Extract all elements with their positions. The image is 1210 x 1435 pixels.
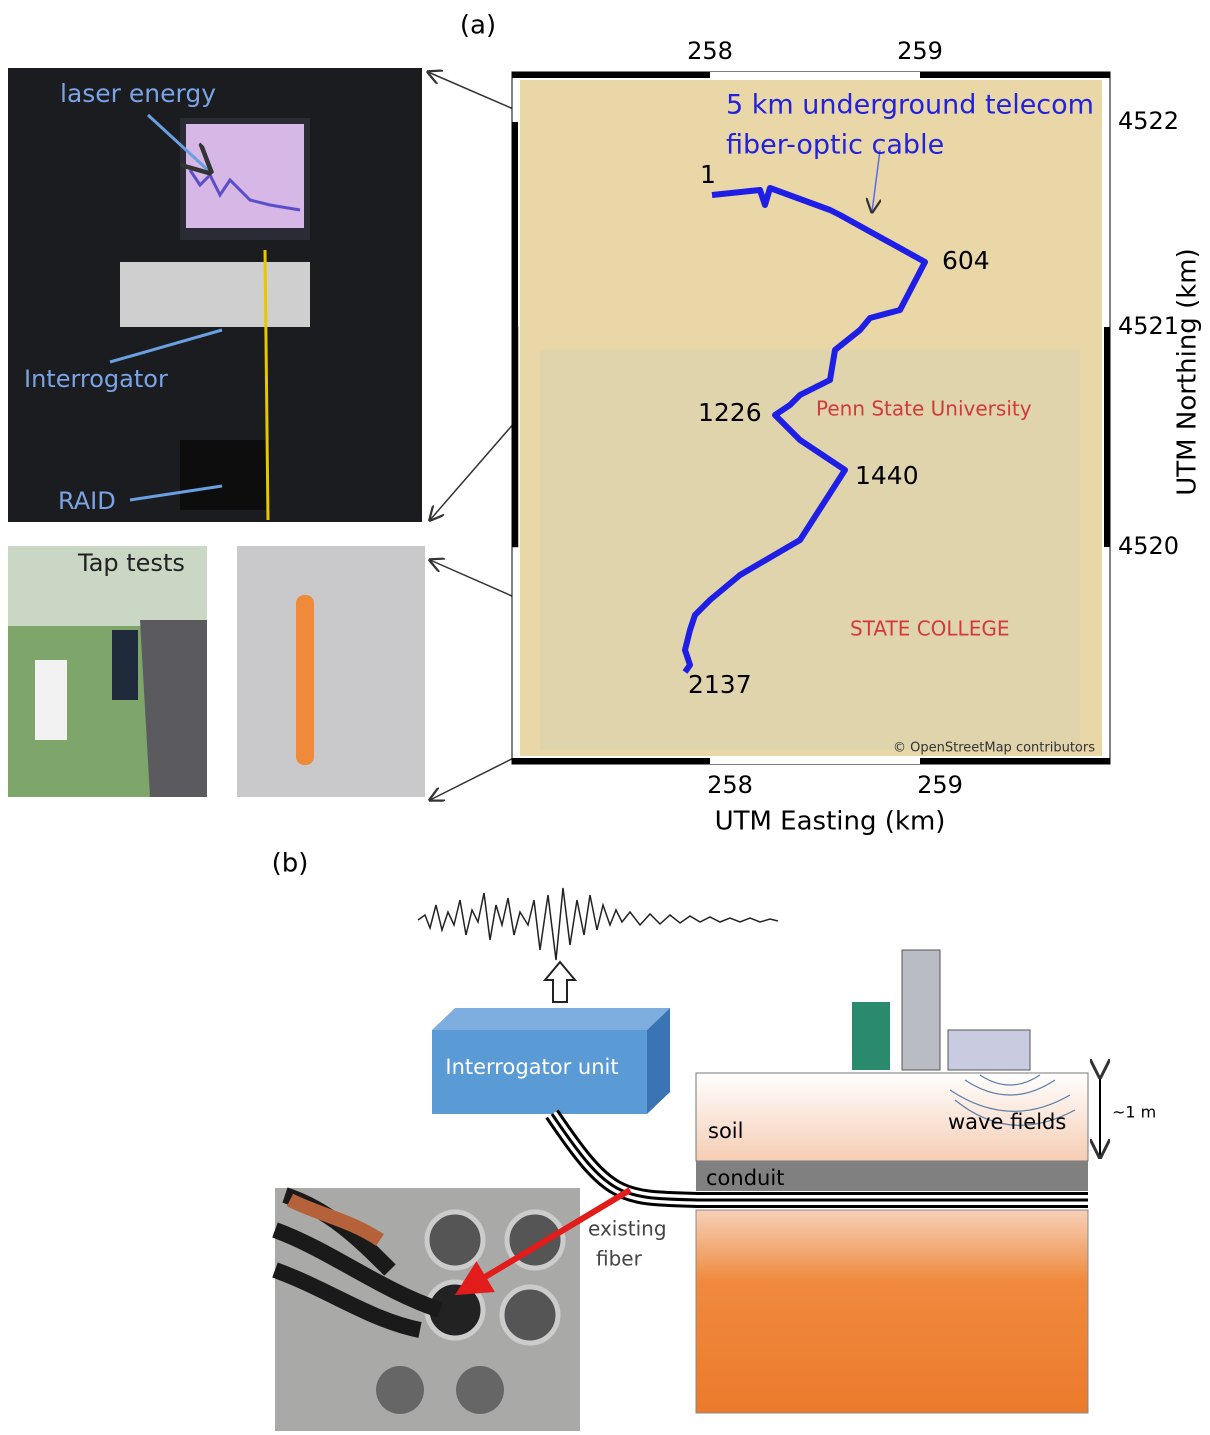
cable-note: fiber-optic cable bbox=[726, 130, 944, 161]
map-border bbox=[1104, 327, 1110, 547]
photo-label: Tap tests bbox=[77, 549, 185, 577]
y-tick-label: 4520 bbox=[1118, 532, 1179, 560]
map-border bbox=[512, 327, 518, 547]
conduit-layer bbox=[696, 1161, 1088, 1191]
photo-arrow bbox=[146, 113, 210, 172]
building bbox=[901, 949, 941, 1071]
y-tick-label: 4521 bbox=[1118, 312, 1179, 340]
photo-arrow bbox=[109, 328, 223, 364]
photo-arrow bbox=[129, 484, 223, 502]
channel-label: 1 bbox=[700, 160, 716, 189]
soil-label: soil bbox=[708, 1119, 743, 1143]
panel-label: (b) bbox=[272, 849, 309, 879]
duct bbox=[424, 1209, 486, 1271]
wave-lines bbox=[949, 1074, 1076, 1126]
map-border bbox=[710, 758, 920, 764]
depth-label: ~1 m bbox=[1112, 1103, 1156, 1122]
box-side bbox=[647, 1008, 670, 1114]
place-label: STATE COLLEGE bbox=[850, 617, 1009, 641]
device bbox=[296, 595, 314, 765]
box-front bbox=[432, 1030, 647, 1114]
waveform bbox=[417, 887, 779, 961]
x-tick-label: 259 bbox=[897, 37, 943, 65]
channel-label: 1440 bbox=[855, 461, 919, 490]
existing-fiber-label: fiber bbox=[596, 1247, 643, 1271]
map-urban bbox=[540, 350, 1080, 750]
channel-label: 604 bbox=[942, 246, 990, 275]
raid-box bbox=[180, 440, 270, 510]
cable bbox=[263, 249, 270, 521]
photo-label: RAID bbox=[58, 487, 116, 515]
person bbox=[112, 630, 138, 700]
x-axis-label: UTM Easting (km) bbox=[715, 807, 946, 837]
x-tick-label: 258 bbox=[687, 37, 733, 65]
sky bbox=[8, 546, 207, 626]
cables bbox=[286, 1193, 384, 1246]
device-photo bbox=[237, 546, 425, 797]
place-label: Penn State University bbox=[816, 397, 1032, 421]
wave-fields-label: wave fields bbox=[948, 1110, 1066, 1134]
existing-fiber-label: existing bbox=[588, 1217, 667, 1241]
x-tick-label: 259 bbox=[917, 771, 963, 799]
y-axis-label: UTM Northing (km) bbox=[1173, 248, 1203, 495]
interrogator-box bbox=[120, 262, 310, 327]
duct bbox=[376, 1366, 424, 1414]
map-border bbox=[710, 72, 920, 78]
panel-label: (a) bbox=[460, 11, 496, 41]
monitor-screen bbox=[186, 124, 304, 228]
building bbox=[947, 1029, 1031, 1071]
cable-note: 5 km underground telecom bbox=[726, 90, 1094, 121]
cable-note-arrow bbox=[872, 149, 880, 212]
conduit-label: conduit bbox=[706, 1166, 784, 1190]
ground-layer bbox=[695, 1209, 1089, 1414]
up-arrow bbox=[542, 960, 578, 1003]
photo-label: Interrogator bbox=[24, 365, 168, 393]
channel-label: 1226 bbox=[698, 398, 762, 427]
building bbox=[852, 1002, 890, 1070]
cable-route bbox=[682, 185, 928, 674]
channel-label: 2137 bbox=[688, 670, 752, 699]
y-tick-label: 4522 bbox=[1118, 107, 1179, 135]
map-credit: © OpenStreetMap contributors bbox=[893, 741, 1095, 756]
fiber bbox=[550, 1113, 1088, 1202]
duct bbox=[456, 1366, 504, 1414]
fiber-pointer bbox=[454, 1187, 632, 1296]
duct bbox=[499, 1284, 561, 1346]
photo-label: laser energy bbox=[60, 79, 216, 108]
screen-trace bbox=[188, 169, 301, 212]
interrogator-unit-label: Interrogator unit bbox=[445, 1055, 618, 1079]
box-top bbox=[432, 1008, 670, 1030]
road bbox=[140, 620, 207, 797]
x-tick-label: 258 bbox=[707, 771, 753, 799]
soil-layer bbox=[695, 1072, 1089, 1162]
map-border bbox=[512, 122, 518, 327]
person bbox=[35, 660, 67, 740]
